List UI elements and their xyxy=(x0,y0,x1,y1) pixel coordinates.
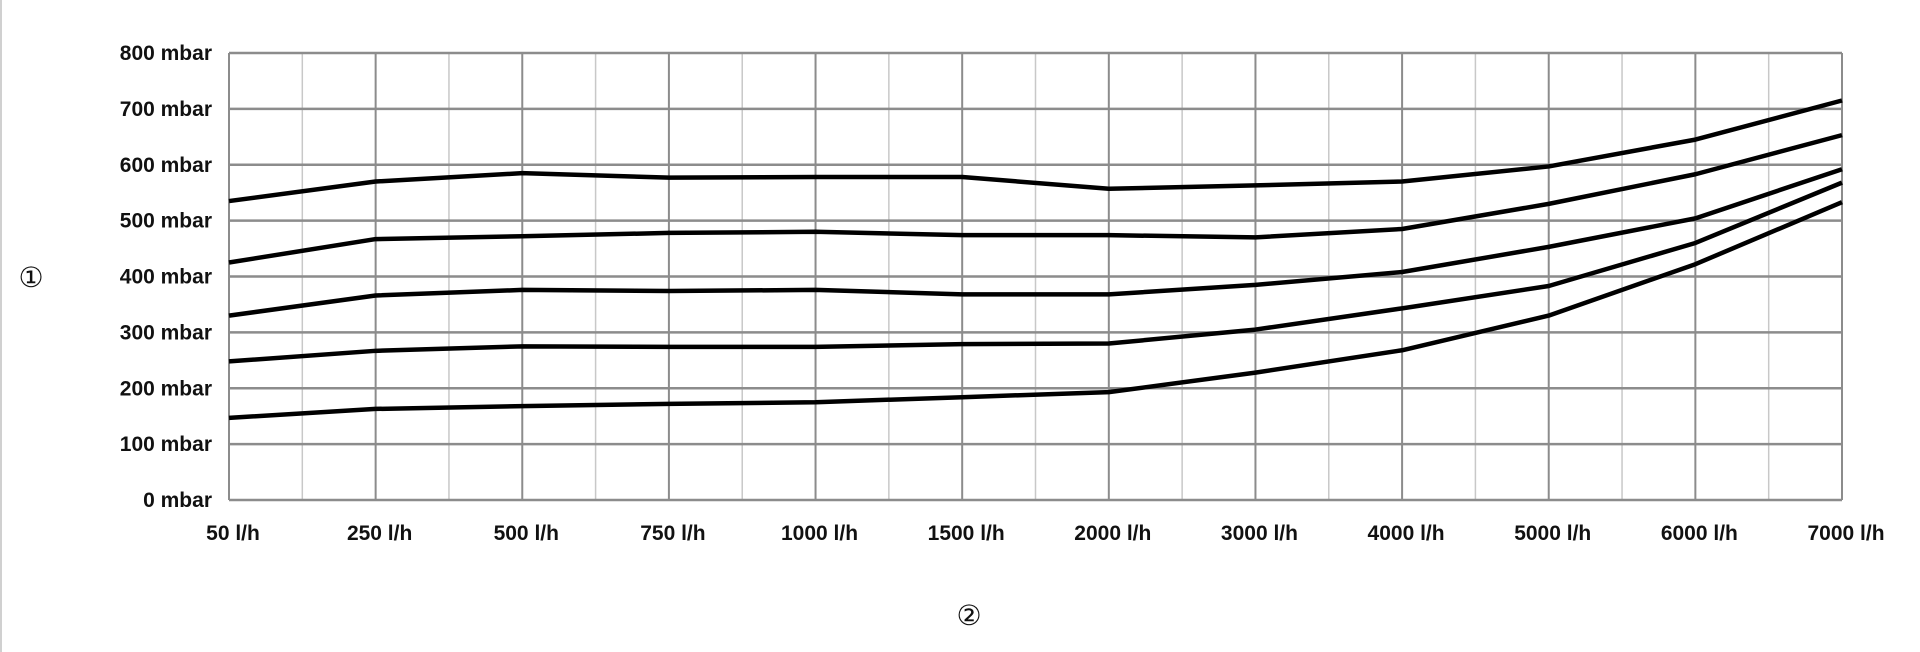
x-tick-label: 1500 l/h xyxy=(928,522,1005,545)
x-tick-labels: 50 l/h 250 l/h 500 l/h 750 l/h 1000 l/h 1500 … xyxy=(206,522,1884,545)
y-tick-label: 100 mbar xyxy=(120,433,212,456)
y-tick-label: 0 mbar xyxy=(143,489,212,512)
y-tick-label: 300 mbar xyxy=(120,321,212,344)
series-line-3 xyxy=(228,167,1843,318)
x-tick-label: 2000 l/h xyxy=(1074,522,1151,545)
y-tick-label: 200 mbar xyxy=(120,377,212,400)
x-tick-label: 250 l/h xyxy=(347,522,412,545)
grid xyxy=(228,51,1843,502)
y-tick-label: 800 mbar xyxy=(120,42,212,65)
series-line-1 xyxy=(228,98,1843,204)
x-tick-label: 1000 l/h xyxy=(781,522,858,545)
y-tick-label: 700 mbar xyxy=(120,98,212,121)
x-tick-label: 3000 l/h xyxy=(1221,522,1298,545)
x-tick-label: 6000 l/h xyxy=(1661,522,1738,545)
y-tick-label: 600 mbar xyxy=(120,154,212,177)
x-tick-label: 4000 l/h xyxy=(1368,522,1445,545)
series-line-2 xyxy=(228,132,1843,265)
x-tick-label: 50 l/h xyxy=(206,522,260,545)
series-lines xyxy=(228,98,1843,421)
y-tick-labels: 0 mbar 100 mbar 200 mbar 300 mbar 400 mbar 50… xyxy=(120,42,212,512)
x-axis-label: ② xyxy=(956,600,981,631)
y-axis-label: ① xyxy=(18,262,43,293)
series-line-4 xyxy=(228,180,1843,364)
x-tick-label: 7000 l/h xyxy=(1807,522,1884,545)
x-tick-label: 750 l/h xyxy=(640,522,705,545)
x-tick-label: 5000 l/h xyxy=(1514,522,1591,545)
series-line-5 xyxy=(228,200,1843,421)
y-tick-label: 400 mbar xyxy=(120,266,212,289)
x-tick-label: 500 l/h xyxy=(494,522,559,545)
y-tick-label: 500 mbar xyxy=(120,210,212,233)
